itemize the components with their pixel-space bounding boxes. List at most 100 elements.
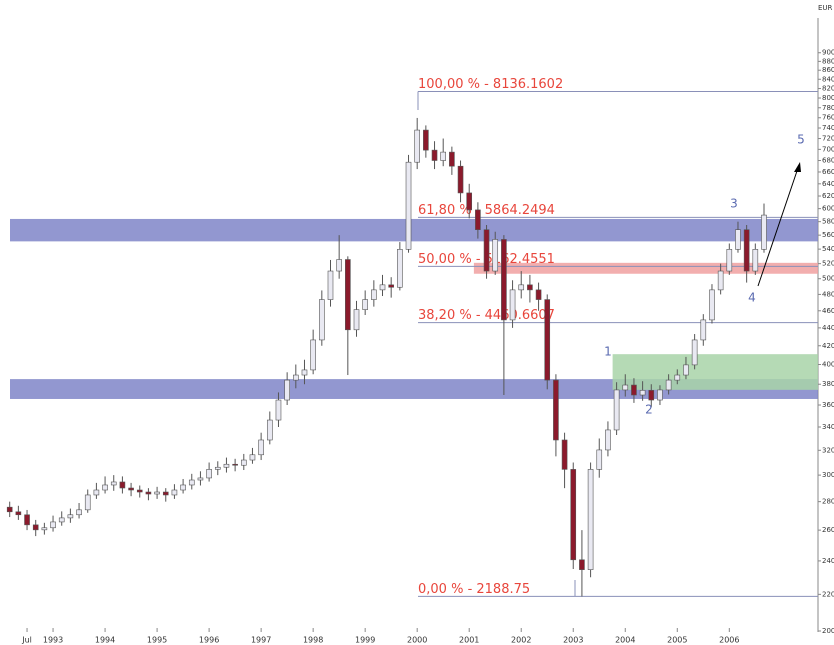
x-tick-label: Jul (21, 636, 32, 645)
x-tick-label: 2003 (563, 636, 583, 645)
candle-body (319, 299, 325, 341)
candle-body (188, 479, 195, 486)
x-tick-label: 1998 (303, 636, 323, 645)
candle-body (449, 151, 455, 167)
y-tick-label: 5800 (822, 218, 834, 226)
arrow-line (757, 167, 799, 287)
candle-body (345, 259, 351, 331)
candle-body (32, 524, 39, 531)
arrow-head (794, 162, 801, 172)
candle-body (613, 389, 620, 431)
candle-body (397, 249, 403, 288)
y-tick-label: 8800 (822, 57, 834, 65)
y-tick-label: 5600 (822, 231, 834, 239)
y-tick-label: 2400 (822, 557, 834, 565)
candle-body (223, 463, 230, 468)
candle-body (50, 521, 56, 529)
y-tick-label: 7800 (822, 104, 834, 112)
wave-label: 3 (730, 197, 738, 211)
candle-body (41, 527, 48, 531)
y-tick-label: 2600 (822, 526, 834, 534)
candle-body (388, 284, 394, 288)
y-tick-label: 6400 (822, 180, 834, 188)
wave-label: 4 (748, 291, 756, 305)
x-tick-label: 1997 (251, 636, 271, 645)
zone (612, 354, 818, 390)
candle-body (431, 149, 438, 161)
candle-body (119, 481, 126, 489)
candle-body (180, 484, 186, 491)
y-tick-label: 3000 (822, 471, 834, 479)
candle-body (735, 229, 741, 250)
candle-body (665, 379, 672, 391)
x-tick-label: 2001 (459, 636, 479, 645)
candle-body (648, 390, 655, 401)
y-tick-label: 9000 (822, 49, 834, 57)
candle-body (154, 491, 160, 495)
candle-body (24, 514, 30, 526)
candle-body (761, 214, 767, 250)
wave-label: 1 (604, 345, 612, 359)
candle-body (475, 209, 481, 230)
candle-body (162, 491, 169, 496)
candle-body (674, 374, 681, 381)
y-tick-label: 3800 (822, 380, 834, 388)
candle-body (639, 390, 646, 396)
candle-body (327, 270, 334, 300)
candle-body (726, 249, 733, 272)
candle-body (509, 289, 516, 321)
x-tick-label: 1994 (95, 636, 115, 645)
candle-body (423, 129, 429, 151)
x-tick-label: 2006 (719, 636, 739, 645)
candle-body (102, 484, 108, 491)
candle-body (301, 369, 308, 376)
x-tick-label: 2000 (407, 636, 427, 645)
candle-body (414, 129, 420, 163)
candle-body (310, 339, 316, 371)
currency-label: EUR (818, 4, 833, 12)
candle-body (579, 559, 585, 570)
y-tick-label: 2000 (822, 627, 834, 635)
candle-body (622, 384, 629, 391)
x-tick-label: 1995 (147, 636, 167, 645)
candle-body (197, 477, 204, 481)
candle-body (171, 489, 178, 496)
candle-body (587, 469, 594, 570)
candle-body (405, 161, 412, 250)
candle-body (232, 463, 238, 466)
wave-label: 5 (797, 133, 805, 147)
y-tick-label: 4800 (822, 290, 834, 298)
candle-body (76, 509, 82, 516)
candle-body (240, 459, 247, 466)
candle-body (379, 284, 386, 291)
candle-body (527, 284, 533, 291)
candle-body (657, 389, 663, 401)
candle-body (353, 309, 360, 331)
y-tick-label: 5000 (822, 275, 834, 283)
candle-body (544, 299, 551, 381)
candle-body (110, 481, 117, 486)
candle-body (58, 517, 65, 523)
candle-body (258, 439, 264, 456)
candle-body (275, 399, 282, 421)
candle-body (6, 506, 13, 513)
candle-body (440, 151, 447, 161)
y-tick-label: 6200 (822, 192, 834, 200)
candle-body (717, 270, 724, 291)
zone (10, 218, 818, 242)
candle-body (553, 379, 559, 441)
y-tick-label: 8200 (822, 85, 834, 93)
y-tick-label: 6600 (822, 168, 834, 176)
candle-body (214, 466, 221, 470)
y-tick-label: 3400 (822, 423, 834, 431)
y-tick-label: 4600 (822, 307, 834, 315)
candle-body (145, 491, 152, 495)
y-tick-label: 8400 (822, 75, 834, 83)
candle-body (631, 384, 637, 396)
candle-body (266, 419, 273, 441)
y-tick-label: 3600 (822, 401, 834, 409)
candle-body (284, 379, 290, 401)
y-tick-label: 7400 (822, 124, 834, 132)
